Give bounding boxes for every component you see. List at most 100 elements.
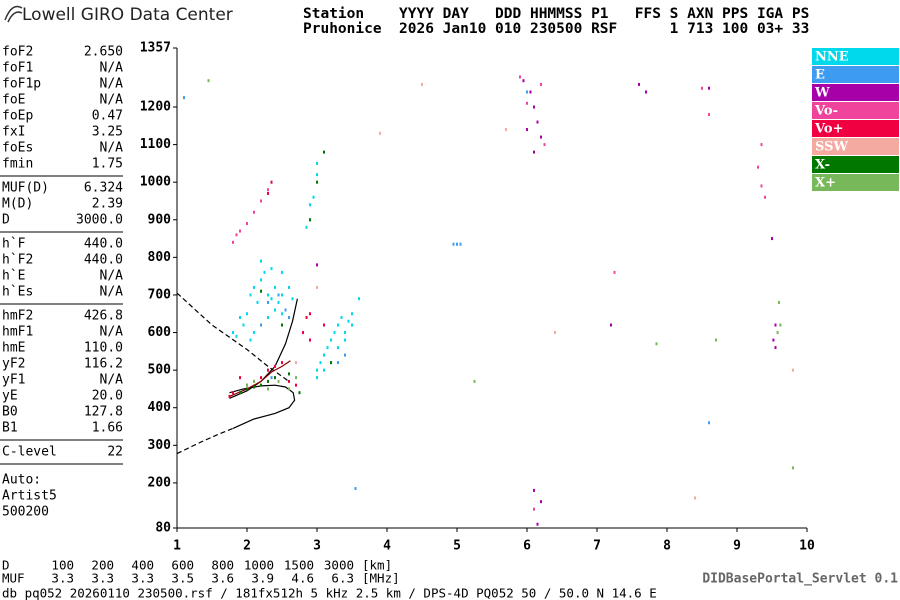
echo-point xyxy=(239,391,241,395)
echo-point xyxy=(333,331,336,335)
echo-point xyxy=(323,323,325,327)
x-tick-label: 4 xyxy=(383,539,391,554)
x-tick-label: 9 xyxy=(733,539,741,554)
echo-point xyxy=(253,331,255,335)
echo-point xyxy=(540,82,542,86)
legend-swatch xyxy=(812,102,899,119)
echo-point xyxy=(519,75,521,79)
param-name: h`E xyxy=(2,269,25,284)
echo-point xyxy=(694,496,696,500)
table-label: MUF xyxy=(2,571,25,586)
param-name: yE xyxy=(2,389,18,404)
legend-swatch xyxy=(812,66,899,83)
echo-point xyxy=(344,338,346,342)
echo-point xyxy=(281,361,283,365)
echo-point xyxy=(347,319,350,323)
echo-point xyxy=(267,293,269,297)
param-value: N/A xyxy=(100,325,124,340)
echo-point xyxy=(260,376,262,380)
param-name: yF2 xyxy=(2,357,25,372)
echo-point xyxy=(358,297,360,301)
echo-point xyxy=(540,135,542,139)
echo-point xyxy=(246,222,248,226)
echo-point xyxy=(533,150,535,154)
echo-point xyxy=(533,507,535,511)
param-value: 0.47 xyxy=(92,109,123,124)
echo-point xyxy=(281,312,283,316)
param-name: fmin xyxy=(2,157,33,172)
param-value: N/A xyxy=(100,269,124,284)
legend-label: SSW xyxy=(815,140,848,155)
echo-point xyxy=(239,316,241,320)
header-row: Pruhonice 2026 Jan10 010 230500 RSF 1 71… xyxy=(303,21,809,37)
echo-point xyxy=(316,263,318,267)
param-name: h`F2 xyxy=(2,253,33,268)
echo-point xyxy=(246,387,248,391)
echo-point xyxy=(323,368,325,372)
echo-point xyxy=(281,270,283,274)
echo-point xyxy=(655,342,658,346)
echo-point xyxy=(610,323,612,327)
legend-label: X- xyxy=(815,158,830,173)
distance: 100 xyxy=(51,558,74,573)
echo-point xyxy=(246,312,248,316)
echo-point xyxy=(235,233,238,237)
profile-curve xyxy=(229,384,296,429)
param-name: fxI xyxy=(2,125,25,140)
y-tick-label: 300 xyxy=(148,438,172,453)
echo-point xyxy=(270,376,273,380)
echo-point xyxy=(526,101,528,105)
echo-point xyxy=(708,113,710,117)
legend-label: W xyxy=(814,86,830,101)
echo-point xyxy=(543,143,546,147)
echo-point xyxy=(277,293,280,297)
echo-point xyxy=(284,308,287,312)
note: 500200 xyxy=(2,505,49,520)
muf-value: 3.9 xyxy=(251,571,274,586)
y-tick-label: 1357 xyxy=(140,41,171,56)
y-tick-label: 80 xyxy=(155,521,171,536)
y-tick-label: 600 xyxy=(148,325,172,340)
param-name: foF2 xyxy=(2,45,33,60)
param-value: 2.650 xyxy=(84,45,123,60)
echo-point xyxy=(554,331,556,335)
profile-curve xyxy=(229,298,298,399)
echo-point xyxy=(533,105,535,109)
echo-point xyxy=(792,466,794,470)
legend-swatch xyxy=(812,174,899,191)
echo-point xyxy=(421,82,423,86)
muf-value: 4.6 xyxy=(291,571,314,586)
echo-point xyxy=(344,353,346,357)
param-value: 3000.0 xyxy=(76,213,123,228)
unit: [km] xyxy=(362,558,392,573)
echo-point xyxy=(533,488,535,492)
y-tick-label: 400 xyxy=(148,400,172,415)
echo-point xyxy=(260,289,262,293)
param-value: N/A xyxy=(100,93,124,108)
note: Auto: xyxy=(2,473,41,488)
footer: db pq052 20260110 230500.rsf / 181fx512h… xyxy=(2,586,657,600)
profile-curve xyxy=(229,360,291,397)
param-name: yF1 xyxy=(2,373,25,388)
echo-point xyxy=(274,364,276,368)
param-value: N/A xyxy=(100,141,124,156)
param-value: 440.0 xyxy=(84,237,123,252)
echo-point xyxy=(253,379,255,383)
echo-point xyxy=(235,334,238,338)
param-name: hmE xyxy=(2,341,25,356)
param-name: hmF2 xyxy=(2,309,33,324)
echo-point xyxy=(281,323,283,327)
param-name: foE xyxy=(2,93,25,108)
echo-point xyxy=(295,376,297,380)
servlet-label: DIDBasePortal_Servlet 0.1 xyxy=(702,572,898,587)
param-name: foF1p xyxy=(2,77,41,92)
echo-point xyxy=(316,161,318,165)
echo-point xyxy=(288,285,290,289)
echo-point xyxy=(305,316,308,320)
y-tick-label: 800 xyxy=(148,250,172,265)
echo-point xyxy=(183,96,185,100)
legend-swatch xyxy=(812,120,899,137)
param-value: N/A xyxy=(100,77,124,92)
echo-point xyxy=(263,270,266,274)
echo-point xyxy=(295,383,297,387)
